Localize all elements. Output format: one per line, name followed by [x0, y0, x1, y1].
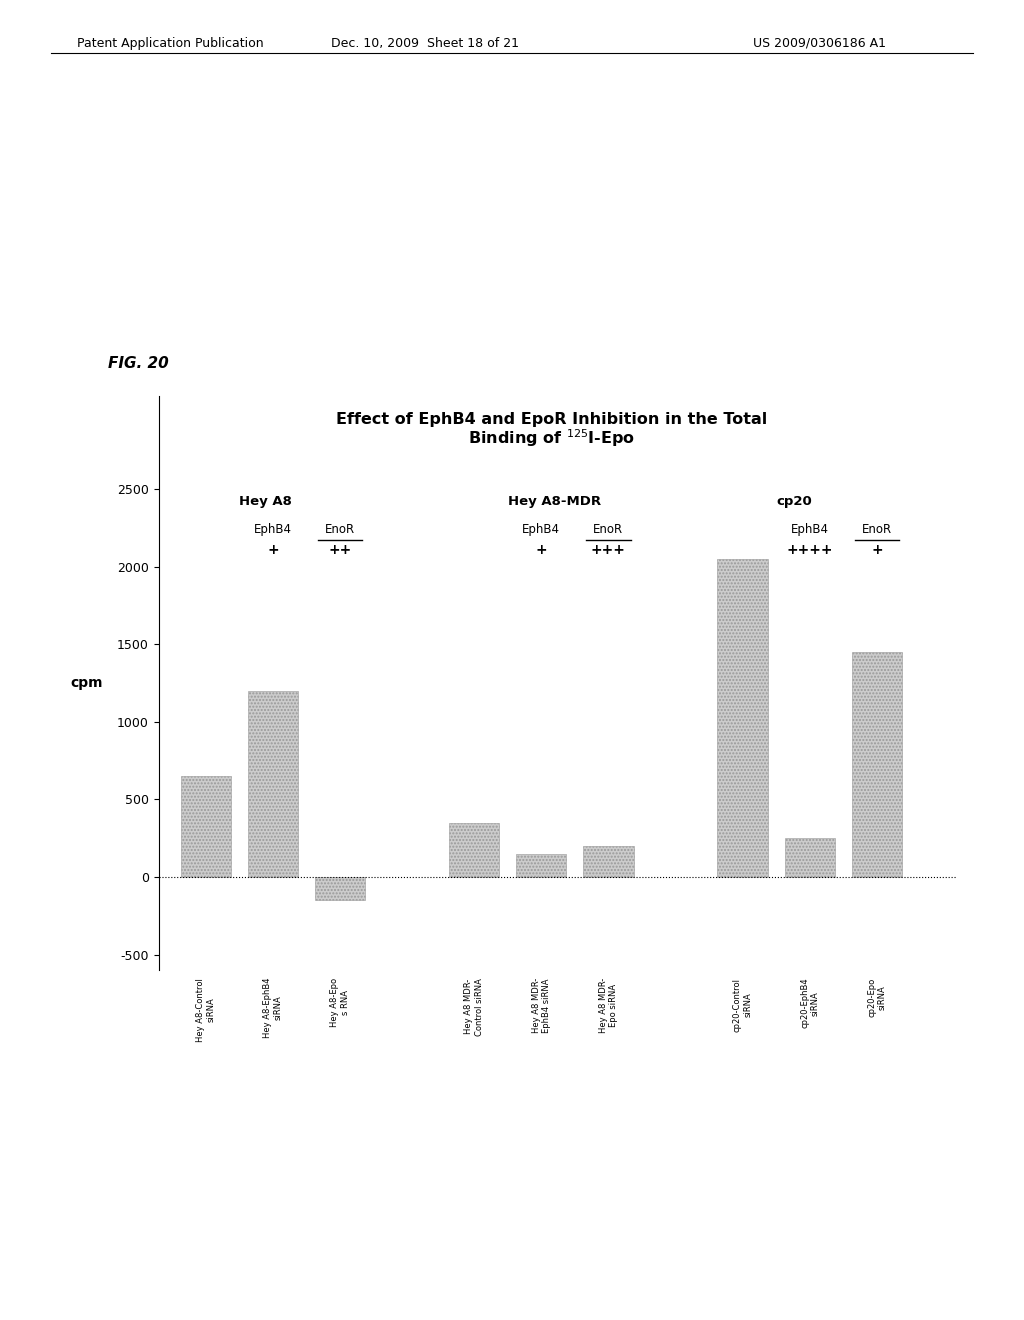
- Text: ++: ++: [329, 544, 351, 557]
- Bar: [314, 876, 366, 900]
- Bar: [516, 854, 566, 876]
- Text: EphB4: EphB4: [791, 523, 828, 536]
- Bar: [248, 690, 298, 876]
- Text: ++++: ++++: [786, 544, 834, 557]
- Text: EphB4: EphB4: [254, 523, 292, 536]
- Text: Hey A8-MDR: Hey A8-MDR: [508, 495, 601, 508]
- Text: EnoR: EnoR: [862, 523, 892, 536]
- Bar: [718, 558, 768, 876]
- Text: +++: +++: [591, 544, 626, 557]
- Bar: [852, 652, 902, 876]
- Text: EnoR: EnoR: [593, 523, 624, 536]
- Text: cp20: cp20: [776, 495, 812, 508]
- Text: Effect of EphB4 and EpoR Inhibition in the Total: Effect of EphB4 and EpoR Inhibition in t…: [336, 412, 767, 428]
- Text: Dec. 10, 2009  Sheet 18 of 21: Dec. 10, 2009 Sheet 18 of 21: [331, 37, 519, 50]
- Y-axis label: cpm: cpm: [71, 676, 102, 690]
- Text: FIG. 20: FIG. 20: [108, 356, 168, 371]
- Text: US 2009/0306186 A1: US 2009/0306186 A1: [753, 37, 886, 50]
- Text: EnoR: EnoR: [325, 523, 355, 536]
- Text: +: +: [267, 544, 279, 557]
- Text: Patent Application Publication: Patent Application Publication: [77, 37, 263, 50]
- Text: EphB4: EphB4: [522, 523, 560, 536]
- Text: Hey A8: Hey A8: [240, 495, 292, 508]
- Bar: [584, 846, 634, 876]
- Text: +: +: [536, 544, 547, 557]
- Bar: [180, 776, 230, 876]
- Bar: [784, 838, 835, 876]
- Bar: [449, 822, 500, 876]
- Text: Binding of $^{125}$I-Epo: Binding of $^{125}$I-Epo: [468, 428, 635, 449]
- Text: +: +: [871, 544, 883, 557]
